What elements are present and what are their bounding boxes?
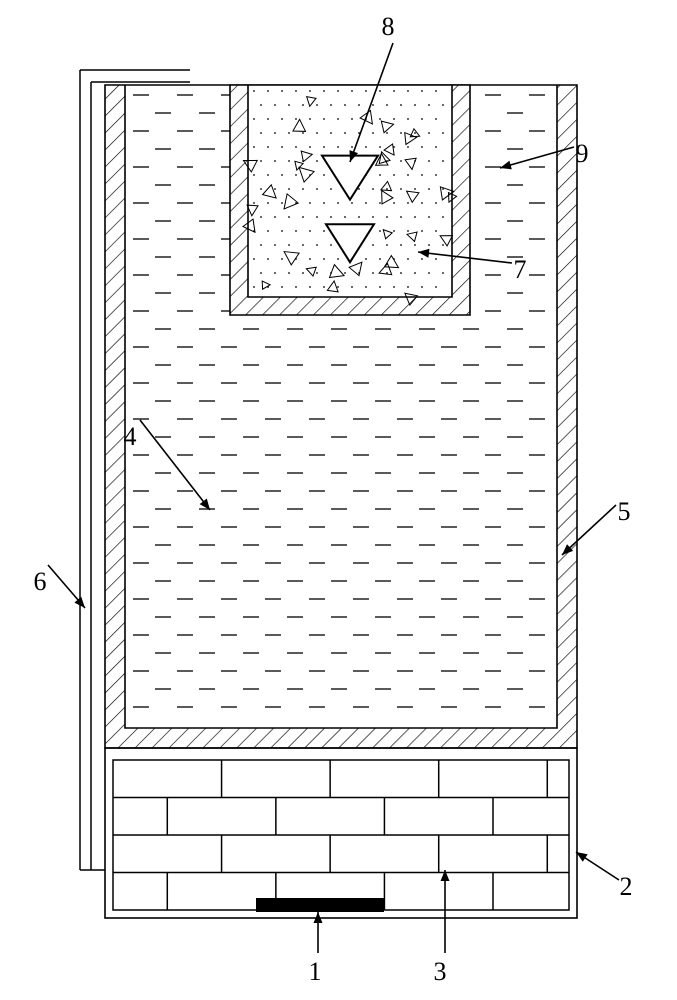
callout-3-label: 3 xyxy=(434,957,447,986)
callout-5-label: 5 xyxy=(618,497,631,526)
callout-8-label: 8 xyxy=(382,12,395,41)
drain-bar xyxy=(256,898,384,912)
callout-4-label: 4 xyxy=(124,422,137,451)
callout-2-label: 2 xyxy=(620,872,633,901)
base-outline xyxy=(105,748,577,918)
callout-6-label: 6 xyxy=(34,567,47,596)
engineering-diagram: 1 2 3 4 5 6 7 8 9 xyxy=(0,0,677,1000)
callout-9-label: 9 xyxy=(576,139,589,168)
callout-7-label: 7 xyxy=(514,255,527,284)
callout-1-label: 1 xyxy=(309,957,322,986)
